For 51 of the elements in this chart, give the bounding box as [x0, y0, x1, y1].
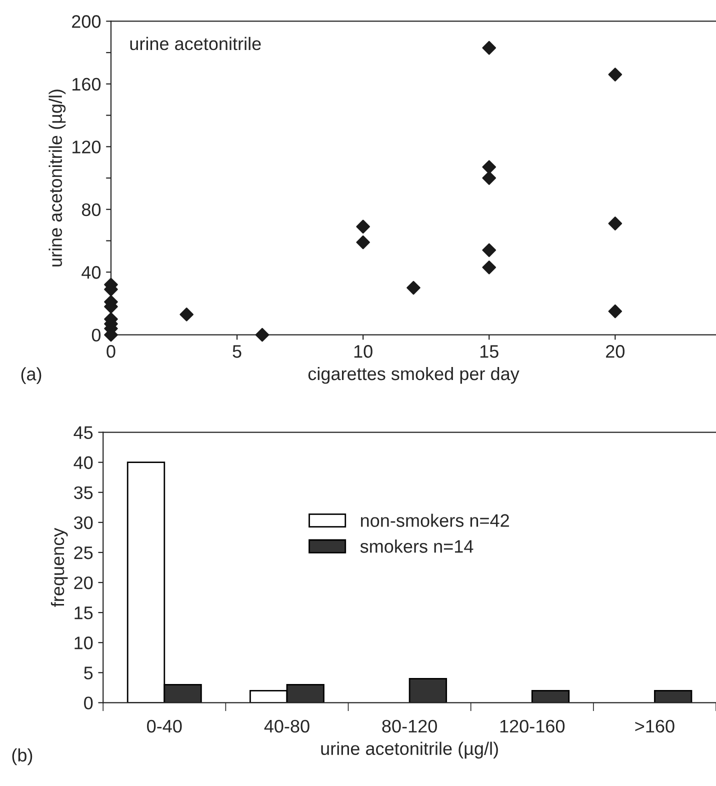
- point: [255, 328, 270, 342]
- y-tick-label: 15: [74, 606, 93, 620]
- legend-label: non-smokers n=42: [361, 514, 509, 527]
- point: [608, 216, 622, 230]
- y-tick-label: 200: [72, 15, 101, 28]
- point: [482, 171, 496, 185]
- x-axis-title: cigarettes smoked per day: [308, 366, 520, 384]
- y-axis-title: urine acetonitrile (µg/l): [48, 90, 66, 266]
- text: (a): [21, 367, 42, 384]
- bar: [531, 690, 570, 703]
- y-tick-label: 80: [82, 203, 101, 216]
- y-tick-label: 40: [82, 266, 101, 279]
- point: [406, 280, 420, 295]
- point: [608, 68, 622, 82]
- y-tick-label: 0: [92, 328, 101, 342]
- x-tick-label: 5: [232, 345, 242, 358]
- x-tick-label: 40-80: [264, 720, 310, 733]
- y-tick-label: 20: [74, 576, 93, 590]
- x-tick-label: 15: [480, 345, 498, 358]
- y-tick-label: 160: [72, 78, 101, 91]
- point: [356, 220, 370, 234]
- point: [482, 243, 496, 258]
- x-tick-label: 10: [354, 345, 372, 358]
- y-tick-label: 25: [74, 546, 93, 560]
- x-tick-label: 0: [106, 345, 116, 358]
- y-tick-label: 10: [74, 636, 93, 650]
- y-tick-label: 30: [74, 516, 93, 530]
- text: (b): [12, 748, 32, 766]
- point: [482, 260, 496, 274]
- x-tick-label: 120-160: [500, 720, 565, 733]
- point: [482, 40, 496, 55]
- point: [180, 308, 194, 322]
- text: urine acetonitrile: [130, 36, 261, 50]
- x-tick-label: >160: [635, 720, 674, 733]
- x-axis-title: urine acetonitrile (µg/l): [321, 742, 498, 759]
- bar: [654, 690, 692, 703]
- x-tick-label: 0-40: [147, 720, 182, 733]
- x-tick-label: 20: [606, 345, 624, 358]
- y-tick-label: 35: [74, 486, 93, 500]
- bar: [408, 678, 448, 703]
- y-tick-label: 5: [84, 666, 93, 680]
- x-tick-label: 80-120: [382, 720, 437, 733]
- point: [608, 304, 622, 318]
- y-tick-label: 40: [74, 456, 93, 470]
- point: [482, 160, 496, 174]
- y-tick-label: 45: [74, 426, 93, 440]
- point: [356, 235, 370, 250]
- y-tick-label: 120: [72, 140, 101, 154]
- y-axis-title: frequency: [50, 528, 68, 607]
- y-tick-label: 0: [84, 696, 93, 710]
- legend-label: smokers n=14: [360, 540, 474, 553]
